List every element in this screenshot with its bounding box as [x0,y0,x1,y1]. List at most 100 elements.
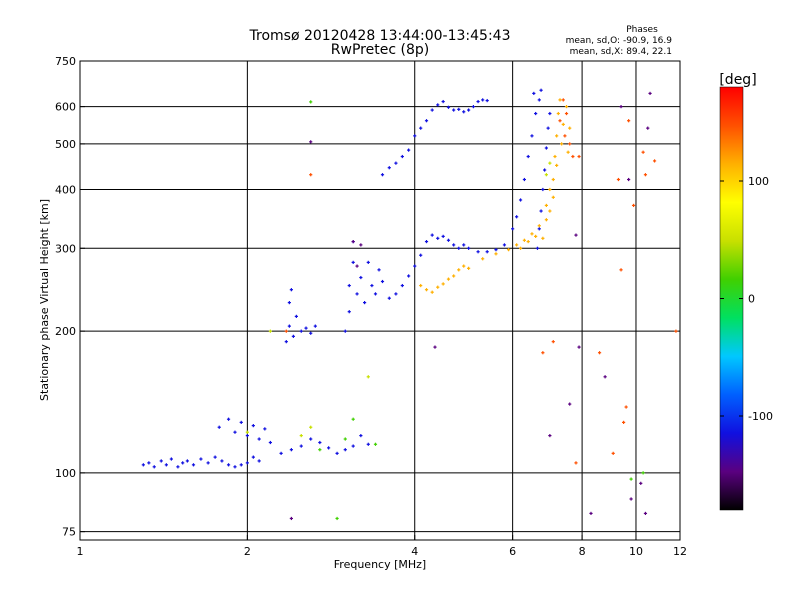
y-axis-label: Stationary phase Virtual Height [km] [38,199,51,401]
data-point [436,103,440,107]
data-point [462,264,466,268]
data-point [380,279,385,284]
data-point [563,134,567,138]
data-point [537,98,541,102]
data-point [359,275,363,280]
data-point [335,451,339,455]
data-point [471,105,475,109]
data-point [457,268,461,272]
data-point [446,105,451,109]
data-point [284,340,288,344]
data-point [652,159,657,163]
data-point [485,98,489,103]
data-point [424,288,429,292]
data-point [577,345,581,349]
data-point [251,424,255,428]
data-point [619,105,623,109]
data-point [548,111,552,116]
data-point [619,268,623,272]
data-point [568,142,572,146]
data-point [544,218,548,222]
data-point [362,301,367,305]
data-point [541,351,545,355]
data-point [481,98,485,102]
data-point [621,420,626,424]
data-point [289,448,293,452]
data-point [257,459,261,463]
data-point [407,274,411,278]
data-point [309,100,313,104]
data-point [515,243,519,247]
stats-o-mode: mean, sd,O: -90.9, 16.9 [566,36,673,46]
data-point [548,433,552,438]
data-point [535,246,540,250]
data-point [291,334,295,338]
data-point [639,481,643,485]
data-point [436,236,440,240]
y-tick-label: 75 [62,526,76,539]
data-point [299,433,303,438]
data-point [541,187,545,192]
colorbar-unit-label: [deg] [719,72,756,88]
plot-frame [79,60,681,541]
data-point [631,203,636,208]
data-point [351,260,355,264]
data-point [299,329,303,333]
data-point [494,248,498,252]
data-point [152,465,156,469]
data-point [309,173,313,177]
y-tick-label: 200 [55,325,76,338]
data-point [351,417,355,421]
data-point [522,177,527,182]
data-point [462,110,466,114]
data-point [544,203,548,208]
data-point [534,111,538,116]
data-point [526,154,530,159]
data-point [176,465,180,469]
data-point [206,461,210,465]
data-point [502,243,507,247]
data-point [643,173,648,177]
data-point [476,99,480,104]
data-point [518,246,523,250]
data-point [546,126,550,130]
data-point [452,274,456,278]
data-point [568,126,572,130]
data-point [413,134,417,138]
data-point [268,440,272,445]
data-point [287,301,291,305]
data-point [530,232,534,236]
data-points [141,88,678,521]
data-point [641,150,645,154]
data-point [309,140,313,144]
x-tick-label: 10 [629,545,643,558]
data-point [441,234,445,238]
data-point [366,260,370,264]
data-point [394,161,398,165]
data-point [387,296,391,300]
data-point [239,463,243,467]
data-point [217,425,221,429]
data-point [370,283,374,288]
data-point [530,134,534,138]
data-point [359,433,363,438]
x-tick-label: 12 [673,545,687,558]
data-point [413,264,417,268]
data-point [366,442,370,446]
data-point [185,459,189,463]
data-point [284,329,288,333]
x-tick-label: 1 [77,545,84,558]
colorbar: [deg] 100 0 -100 [719,72,773,511]
y-tick-label: 100 [55,467,76,480]
data-point [318,448,322,452]
y-tick-label: 600 [55,101,76,114]
data-point [526,239,530,244]
data-point [457,246,461,250]
data-point [571,154,575,159]
y-tick-labels: 75 100 200 300 400 500 600 750 [55,55,85,539]
data-point [257,437,261,441]
data-point [555,134,559,138]
data-point [199,457,203,461]
